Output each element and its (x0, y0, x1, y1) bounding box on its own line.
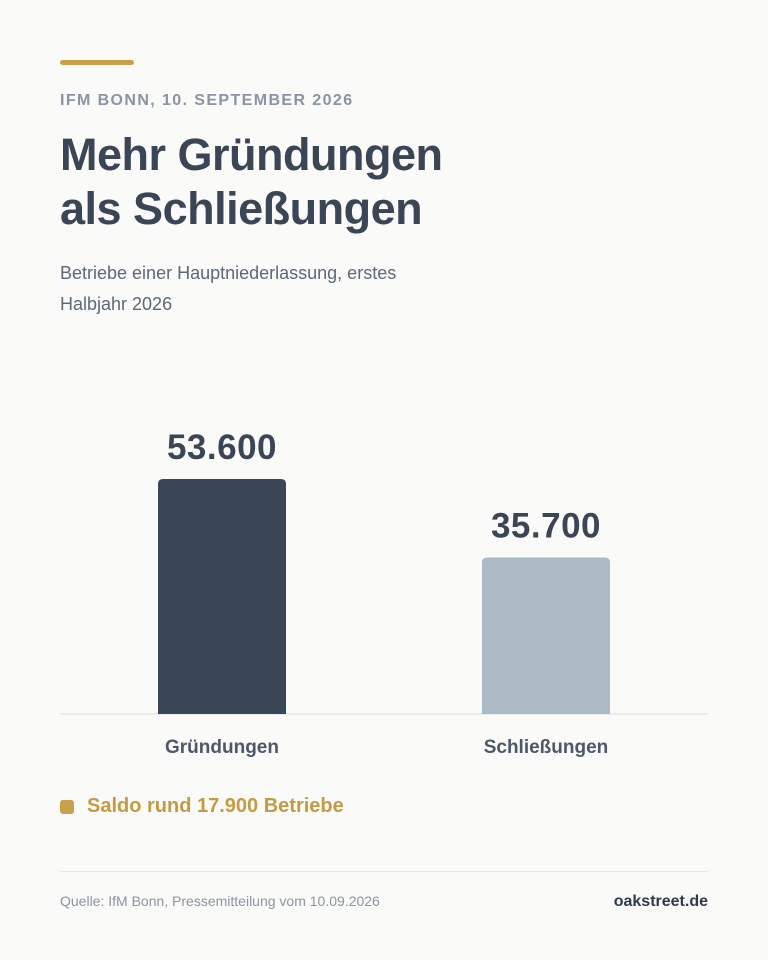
bars-layer: 53.600 Gründungen 35.700 Schließungen (158, 428, 610, 758)
title-line-1: Mehr Gründungen (60, 129, 443, 180)
footer-divider (60, 871, 708, 872)
page-title: Mehr Gründungen als Schließungen (60, 128, 710, 236)
saldo-text: Saldo rund 17.900 Betriebe (87, 795, 344, 817)
saldo-note: Saldo rund 17.900 Betriebe (60, 795, 344, 818)
brand-logo: oakstreet.de (613, 893, 708, 910)
saldo-marker-icon (60, 799, 74, 814)
title-line-2: als Schließungen (60, 183, 423, 234)
bar-1 (482, 557, 610, 714)
bar-value-label-1: 35.700 (491, 506, 601, 545)
source-note: Quelle: IfM Bonn, Pressemitteilung vom 1… (60, 893, 380, 909)
accent-line (60, 60, 134, 65)
bar-value-label-0: 53.600 (167, 428, 277, 467)
dateline: IFM BONN, 10. SEPTEMBER 2026 (60, 92, 354, 109)
bar-0 (158, 479, 286, 714)
category-label-0: Gründungen (165, 737, 279, 758)
subtitle: Betriebe einer Hauptniederlassung, erste… (60, 263, 397, 314)
category-label-1: Schließungen (484, 737, 609, 758)
